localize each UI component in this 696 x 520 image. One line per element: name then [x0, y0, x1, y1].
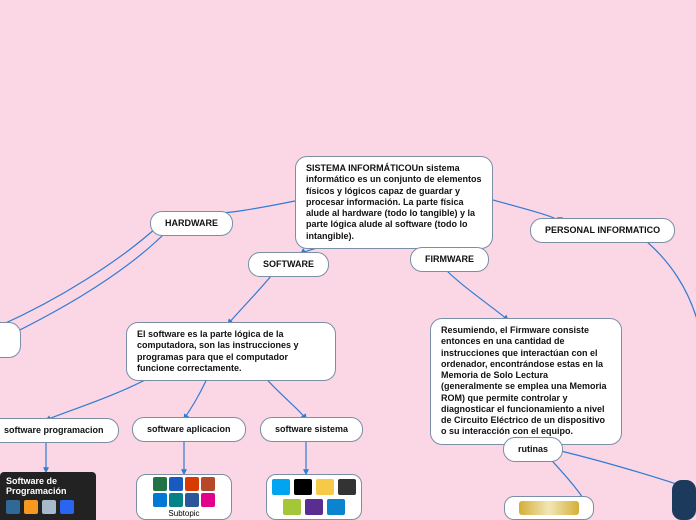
app-icon [201, 493, 215, 507]
node-root[interactable]: SISTEMA INFORMÁTICOUn sistema informátic… [295, 156, 493, 249]
node-fw-desc[interactable]: Resumiendo, el Firmware consiste entonce… [430, 318, 622, 445]
edge [228, 270, 276, 324]
node-hardware-text: HARDWARE [165, 218, 218, 228]
edge [0, 228, 156, 330]
app-icon [153, 493, 167, 507]
node-sw-desc[interactable]: El software es la parte lógica de la com… [126, 322, 336, 381]
img-rutinas[interactable] [504, 496, 594, 520]
node-sw-prog[interactable]: software programacion [0, 418, 119, 443]
app-icon [338, 479, 356, 495]
app-icon [201, 477, 215, 491]
img-app-caption: Subtopic [168, 509, 199, 518]
app-icon [185, 493, 199, 507]
node-personal[interactable]: PERSONAL INFORMATICO [530, 218, 675, 243]
os-row-1 [272, 479, 356, 495]
app-icon [24, 500, 38, 514]
app-icon [185, 477, 199, 491]
node-firmware[interactable]: FIRMWARE [410, 247, 489, 272]
img-programming[interactable]: Software de Programación [0, 472, 96, 520]
img-partial-right[interactable] [672, 480, 696, 520]
app-icon [283, 499, 301, 515]
app-icon [169, 493, 183, 507]
edge [442, 266, 508, 320]
node-sw-app[interactable]: software aplicacion [132, 417, 246, 442]
img-programming-title: Software de Programación [6, 476, 90, 496]
node-partial-left[interactable] [0, 322, 21, 358]
node-sw-app-text: software aplicacion [147, 424, 231, 434]
img-app[interactable]: Subtopic [136, 474, 232, 520]
app-icon [305, 499, 323, 515]
app-icon [316, 479, 334, 495]
app-icon [42, 500, 56, 514]
node-rutinas[interactable]: rutinas [503, 437, 563, 462]
node-software-text: SOFTWARE [263, 259, 314, 269]
app-icon [60, 500, 74, 514]
img-sys[interactable] [266, 474, 362, 520]
node-sw-sys-text: software sistema [275, 424, 348, 434]
office-icons-grid [153, 477, 215, 507]
mindmap-canvas: SISTEMA INFORMÁTICOUn sistema informátic… [0, 0, 696, 520]
node-firmware-text: FIRMWARE [425, 254, 474, 264]
node-sw-sys[interactable]: software sistema [260, 417, 363, 442]
node-software[interactable]: SOFTWARE [248, 252, 329, 277]
os-row-2 [283, 499, 345, 515]
node-rutinas-text: rutinas [518, 444, 548, 454]
node-sw-prog-text: software programacion [4, 425, 104, 435]
app-icon [153, 477, 167, 491]
prog-icons-row [6, 500, 90, 514]
edge [8, 228, 170, 336]
app-icon [272, 479, 290, 495]
edge [214, 200, 300, 213]
node-root-text: SISTEMA INFORMÁTICOUn sistema informátic… [306, 163, 482, 241]
node-personal-text: PERSONAL INFORMATICO [545, 225, 660, 235]
app-icon [6, 500, 20, 514]
edge [640, 236, 696, 330]
app-icon [169, 477, 183, 491]
node-fw-desc-text: Resumiendo, el Firmware consiste entonce… [441, 325, 607, 436]
app-icon [294, 479, 312, 495]
node-sw-desc-text: El software es la parte lógica de la com… [137, 329, 299, 373]
rutinas-graphic [519, 501, 579, 515]
app-icon [327, 499, 345, 515]
node-hardware[interactable]: HARDWARE [150, 211, 233, 236]
